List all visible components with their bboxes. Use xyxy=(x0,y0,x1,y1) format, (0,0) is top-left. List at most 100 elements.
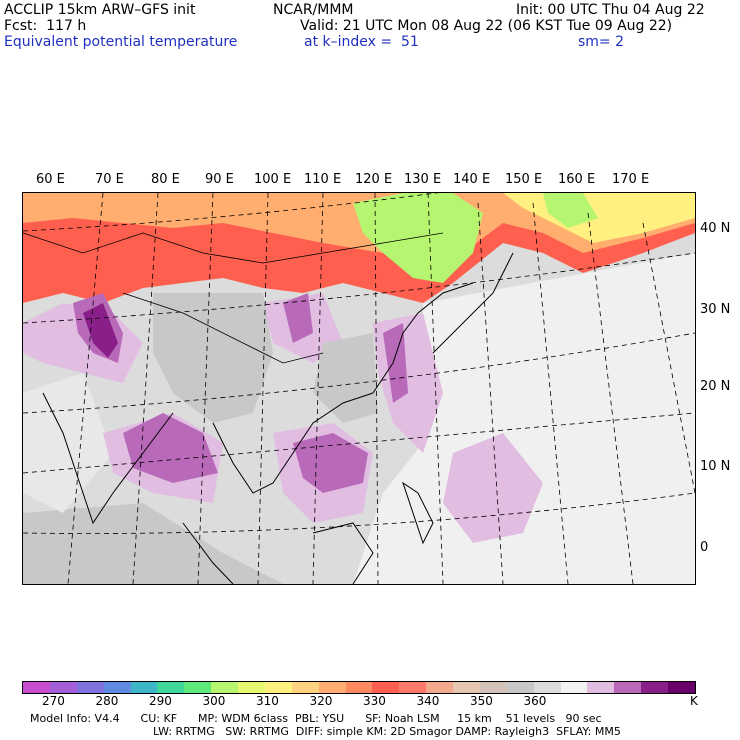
lat-label: 30 N xyxy=(700,302,731,317)
smoothing-label: sm= 2 xyxy=(578,34,625,50)
model-info-line1: Model Info: V4.4 CU: KF MP: WDM 6class P… xyxy=(30,712,602,725)
lon-line-110 xyxy=(312,193,324,584)
lat-line-20 xyxy=(23,332,695,414)
lat-label: 0 xyxy=(700,540,709,555)
coastline-china xyxy=(372,282,474,394)
colorbar-swatch xyxy=(345,682,373,693)
lon-label: 170 E xyxy=(612,172,650,187)
lon-label: 60 E xyxy=(36,172,65,187)
light-purple-pacific xyxy=(443,433,543,543)
colorbar-swatch xyxy=(76,682,104,693)
colorbar-swatch xyxy=(668,682,695,693)
colorbar-swatch xyxy=(560,682,588,693)
colorbar-tick-label: 330 xyxy=(363,694,386,708)
purple-core-scs xyxy=(293,433,368,493)
purple-core-east xyxy=(383,323,408,403)
colorbar-swatch xyxy=(130,682,158,693)
colorbar-tick-label: 300 xyxy=(202,694,226,708)
valid-time: Valid: 21 UTC Mon 08 Aug 22 (06 KST Tue … xyxy=(300,18,673,34)
lon-label: 140 E xyxy=(453,172,491,187)
lon-label: 130 E xyxy=(404,172,442,187)
k-index-label: at k–index = 51 xyxy=(304,34,419,50)
colorbar-swatch xyxy=(103,682,131,693)
ocean-light-field xyxy=(353,253,695,584)
colorbar-swatch xyxy=(533,682,561,693)
model-info-line2: LW: RRTMG SW: RRTMG DIFF: simple KM: 2D … xyxy=(153,725,621,738)
colorbar-swatch xyxy=(211,682,238,693)
coastline-sumatra xyxy=(182,522,234,584)
lon-line-150 xyxy=(532,202,569,584)
lat-line-0 xyxy=(23,492,695,534)
colorbar-tick-label: 350 xyxy=(470,694,493,708)
lat-line-10 xyxy=(23,412,695,474)
colorbar-swatch xyxy=(399,682,427,693)
colorbar-swatch xyxy=(318,682,346,693)
colorbar-swatch xyxy=(453,682,480,693)
map-panel xyxy=(22,192,696,585)
lon-line-120 xyxy=(374,193,379,584)
institution-label: NCAR/MMM xyxy=(273,2,354,18)
lon-label: 160 E xyxy=(558,172,596,187)
lon-label: 90 E xyxy=(205,172,234,187)
lon-label: 100 E xyxy=(254,172,292,187)
light-field-indian xyxy=(23,373,113,513)
lon-line-70 xyxy=(67,193,104,584)
lon-line-80 xyxy=(132,193,159,584)
colorbar-tick-label: 270 xyxy=(42,694,65,708)
lon-line-100 xyxy=(257,193,269,584)
border-interior-2 xyxy=(122,292,324,364)
lon-label: 80 E xyxy=(151,172,180,187)
colorbar-swatch xyxy=(372,682,400,693)
colorbar-swatch xyxy=(23,682,50,693)
lon-label: 150 E xyxy=(505,172,543,187)
colorbar-tick-label: 340 xyxy=(416,694,440,708)
coastline-indochina xyxy=(212,392,374,494)
lon-label: 70 E xyxy=(95,172,124,187)
colorbar-tick-label: 320 xyxy=(309,694,333,708)
lat-label: 20 N xyxy=(700,379,731,394)
lon-line-130 xyxy=(427,193,444,584)
colorbar-swatch xyxy=(49,682,77,693)
dark-purple-core-india xyxy=(83,303,118,358)
colorbar-swatch xyxy=(264,682,292,693)
colorbar-tick-label: 290 xyxy=(149,694,172,708)
lon-line-140 xyxy=(477,202,504,584)
colorbar-swatch xyxy=(426,682,453,693)
lat-label: 10 N xyxy=(700,459,731,474)
colorbar-tick-label: 360 xyxy=(523,694,547,708)
coastline-philippines xyxy=(402,481,434,545)
gray-land-china xyxy=(153,293,273,423)
gray-land-east-china xyxy=(313,333,378,423)
orange-band-north xyxy=(23,193,695,263)
colorbar-tick-label: 310 xyxy=(256,694,279,708)
border-interior xyxy=(23,232,444,264)
colorbar-swatch xyxy=(479,682,507,693)
coastline-india xyxy=(42,392,174,525)
colorbar-swatch xyxy=(291,682,319,693)
lon-label: 120 E xyxy=(355,172,393,187)
colorbar-swatch xyxy=(506,682,534,693)
init-time: Init: 00 UTC Thu 04 Aug 22 xyxy=(516,2,705,18)
green-region-mongolia xyxy=(353,193,483,283)
lon-line-90 xyxy=(197,193,214,584)
colorbar-unit-label: K xyxy=(690,694,698,708)
green-region-northeast xyxy=(543,193,598,228)
lat-line-30 xyxy=(23,252,695,324)
coastline-japan xyxy=(432,252,514,354)
colorbar-swatch xyxy=(184,682,212,693)
lat-label: 40 N xyxy=(700,221,731,236)
colorbar xyxy=(22,681,696,694)
lon-line-170 xyxy=(642,222,695,494)
colorbar-swatch xyxy=(587,682,615,693)
coastline-borneo xyxy=(312,522,374,584)
lon-label: 110 E xyxy=(304,172,342,187)
purple-core-bay xyxy=(123,413,218,483)
model-title: ACCLIP 15km ARW–GFS init xyxy=(4,2,196,18)
colorbar-tick-label: 280 xyxy=(95,694,119,708)
purple-core-china xyxy=(283,293,313,343)
lat-line-40 xyxy=(23,193,440,232)
colorbar-swatch xyxy=(157,682,185,693)
field-name: Equivalent potential temperature xyxy=(4,34,238,50)
light-field-south xyxy=(23,503,283,584)
colorbar-swatch xyxy=(238,682,265,693)
